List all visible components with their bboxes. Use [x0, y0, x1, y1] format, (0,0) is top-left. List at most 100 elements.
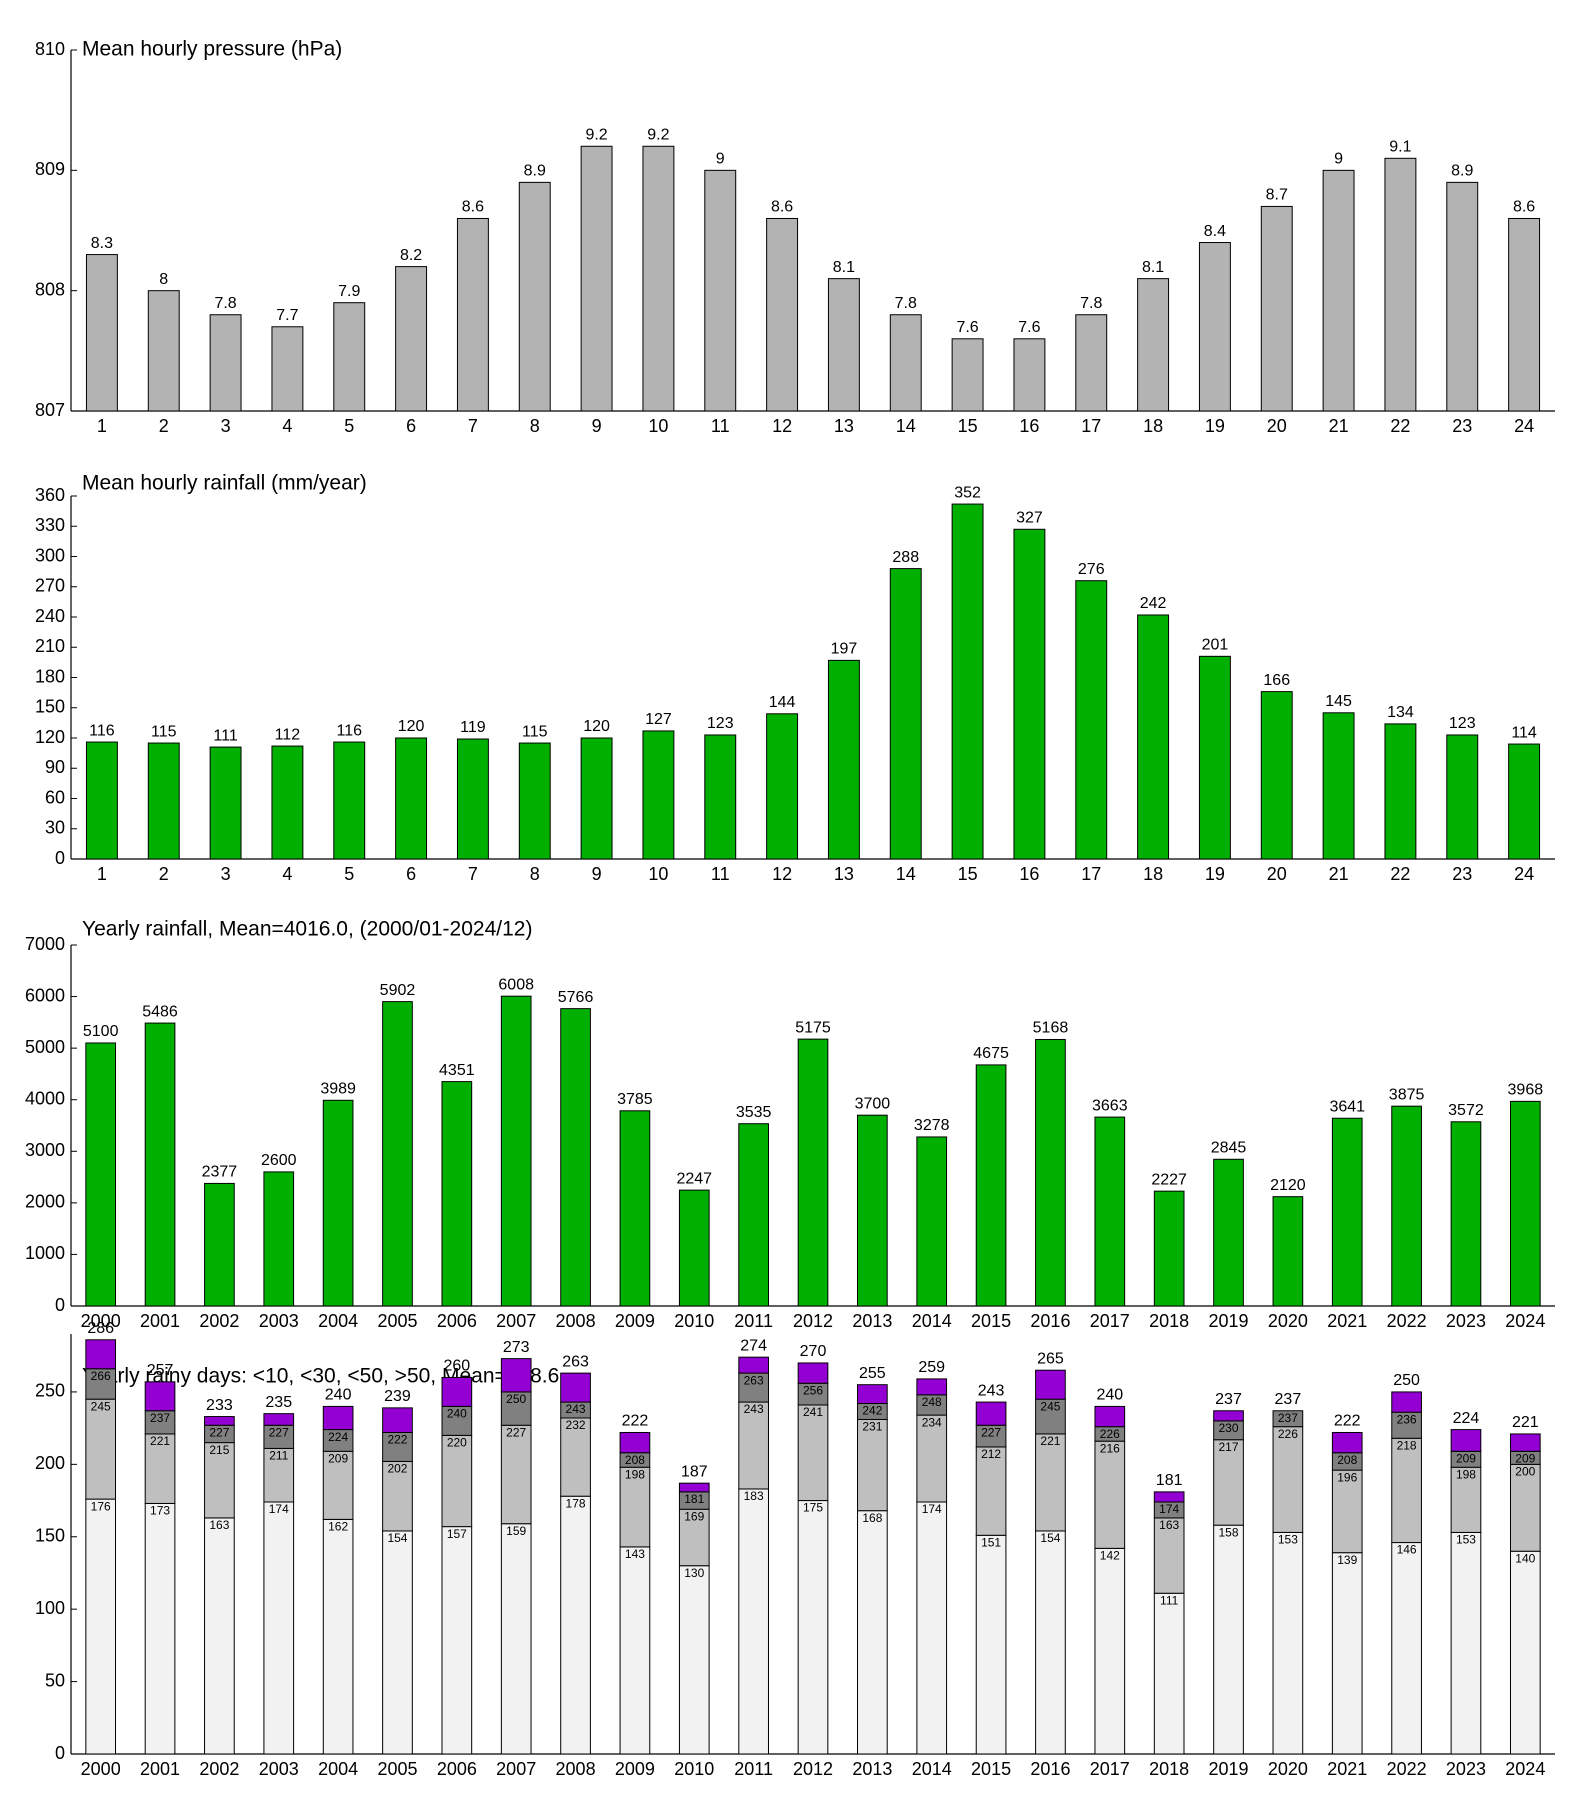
bar-segment — [322, 1450, 354, 1520]
value-label: 3535 — [736, 1104, 772, 1121]
x-tick-label: 2010 — [674, 1759, 714, 1779]
value-label: 2247 — [676, 1170, 712, 1187]
bar — [1446, 734, 1479, 860]
x-tick-label: 2008 — [556, 1759, 596, 1779]
segment-label: 217 — [1219, 1440, 1239, 1454]
value-label: 2845 — [1211, 1139, 1247, 1156]
bar — [642, 145, 675, 412]
bar-segment — [500, 1358, 532, 1393]
x-tick-label: 2017 — [1090, 1311, 1130, 1331]
value-label: 115 — [522, 723, 548, 740]
x-tick-label: 2022 — [1387, 1311, 1427, 1331]
x-tick-label: 3 — [221, 864, 231, 884]
bar — [619, 1110, 651, 1307]
segment-label: 227 — [269, 1425, 289, 1439]
value-label: 116 — [89, 722, 115, 739]
x-tick-label: 14 — [896, 416, 916, 436]
total-label: 286 — [87, 1320, 114, 1337]
bar — [1035, 1038, 1066, 1307]
value-label: 8.9 — [1451, 163, 1473, 180]
bar-segment — [797, 1404, 829, 1502]
total-label: 260 — [443, 1358, 470, 1375]
bar — [271, 326, 304, 412]
bar — [209, 746, 242, 860]
bar — [704, 734, 737, 860]
bar — [1391, 1105, 1422, 1307]
y-tick-label: 120 — [35, 727, 65, 747]
total-label: 221 — [1512, 1414, 1539, 1431]
y-tick-label: 60 — [45, 787, 65, 807]
value-label: 114 — [1511, 724, 1537, 741]
bar — [766, 217, 799, 412]
x-tick-label: 13 — [834, 416, 854, 436]
bar-segment — [857, 1510, 888, 1755]
segment-label: 240 — [447, 1407, 467, 1421]
x-tick-label: 2024 — [1505, 1311, 1545, 1331]
value-label: 201 — [1202, 637, 1229, 654]
segment-label: 159 — [506, 1524, 526, 1538]
bar — [1153, 1190, 1185, 1307]
x-tick-label: 2018 — [1149, 1759, 1189, 1779]
segment-label: 263 — [744, 1373, 764, 1387]
x-tick-label: 6 — [406, 864, 416, 884]
value-label: 145 — [1325, 693, 1352, 710]
total-label: 235 — [265, 1394, 292, 1411]
value-label: 7.8 — [214, 295, 236, 312]
segment-label: 234 — [922, 1415, 942, 1429]
segment-label: 231 — [862, 1420, 882, 1434]
x-tick-label: 7 — [468, 864, 478, 884]
x-tick-label: 2003 — [259, 1759, 299, 1779]
segment-label: 163 — [1159, 1518, 1179, 1532]
segment-label: 216 — [1100, 1441, 1120, 1455]
x-tick-label: 19 — [1205, 864, 1225, 884]
bar — [704, 169, 737, 412]
bar-segment — [1509, 1433, 1541, 1452]
bar-segment — [738, 1401, 769, 1490]
bar — [456, 217, 489, 412]
segment-label: 198 — [1456, 1467, 1476, 1481]
y-tick-label: 50 — [45, 1670, 65, 1690]
bar-segment — [1450, 1466, 1482, 1533]
total-label: 239 — [384, 1388, 411, 1405]
bar-segment — [738, 1488, 769, 1755]
bar — [1450, 1121, 1482, 1307]
segment-label: 226 — [1278, 1427, 1298, 1441]
bar — [147, 290, 180, 412]
bar — [1198, 655, 1231, 860]
x-tick-label: 15 — [958, 864, 978, 884]
bar — [518, 742, 551, 860]
x-tick-label: 24 — [1514, 416, 1534, 436]
value-label: 197 — [831, 641, 858, 658]
bar — [322, 1099, 354, 1307]
segment-label: 173 — [150, 1504, 170, 1518]
x-tick-label: 2018 — [1149, 1311, 1189, 1331]
value-label: 7.6 — [956, 319, 978, 336]
value-label: 7.8 — [1080, 295, 1102, 312]
x-tick-label: 2006 — [437, 1759, 477, 1779]
segment-label: 218 — [1397, 1438, 1417, 1452]
bar-segment — [1272, 1410, 1304, 1428]
value-label: 8.4 — [1204, 223, 1226, 240]
segment-label: 211 — [269, 1449, 288, 1463]
chart-title: Yearly rainy days: <10, <30, <50, >50, M… — [82, 1365, 559, 1388]
value-label: 3572 — [1448, 1102, 1484, 1119]
bar-segment — [1331, 1552, 1363, 1755]
total-label: 240 — [325, 1387, 352, 1404]
bar-segment — [1035, 1433, 1066, 1532]
y-tick-label: 3000 — [25, 1140, 65, 1160]
segment-label: 208 — [625, 1453, 645, 1467]
value-label: 9.2 — [585, 126, 607, 143]
x-tick-label: 5 — [344, 864, 354, 884]
y-tick-label: 300 — [35, 545, 65, 565]
bar-segment — [204, 1416, 235, 1426]
bar — [1260, 205, 1293, 412]
x-tick-label: 16 — [1019, 864, 1039, 884]
y-tick-label: 250 — [35, 1381, 65, 1401]
y-tick-label: 1000 — [25, 1243, 65, 1263]
segment-label: 236 — [1397, 1412, 1417, 1426]
x-tick-label: 2014 — [912, 1311, 952, 1331]
total-label: 259 — [918, 1359, 945, 1376]
bar — [1446, 181, 1479, 412]
bar-segment — [204, 1517, 235, 1755]
bar-segment — [382, 1407, 413, 1433]
